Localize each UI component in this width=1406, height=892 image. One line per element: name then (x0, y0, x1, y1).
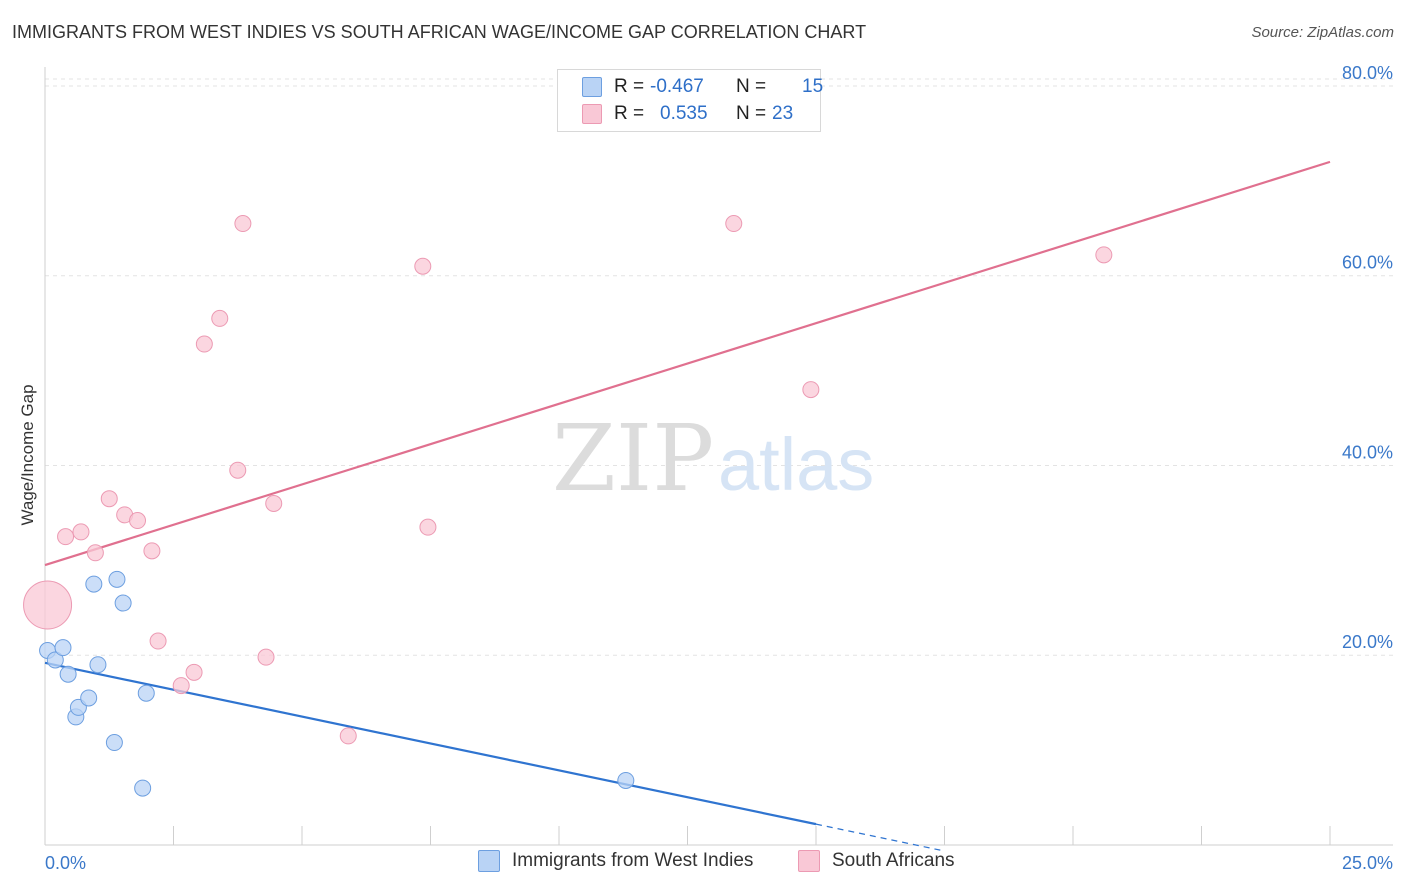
grid-layer (45, 78, 1393, 656)
label-layer: Wage/Income Gap 0.0% 25.0% (18, 384, 1393, 873)
south-africans-point (802, 381, 820, 399)
n-value: 23 (772, 103, 794, 124)
y-tick-label: 80.0% (1342, 63, 1393, 83)
n-label: N = (736, 76, 767, 97)
axis-layer: 20.0% 40.0% 60.0% 80.0% (44, 63, 1393, 846)
watermark-atlas: atlas (718, 423, 874, 506)
r-value: -0.467 (650, 76, 704, 97)
south-africans-point (1095, 246, 1113, 264)
south-africans-point (414, 257, 432, 275)
pink-swatch-icon (582, 104, 602, 124)
south-africans-point (86, 544, 104, 562)
south-africans-point (419, 518, 437, 536)
west-indies-point (85, 575, 103, 593)
x-tick-label-min: 0.0% (45, 853, 86, 873)
r-label: R = (614, 103, 645, 124)
south-africans-point (129, 512, 147, 530)
west-indies-point (59, 665, 77, 683)
y-tick-label: 60.0% (1342, 253, 1393, 273)
west-indies-point (617, 771, 635, 789)
south-africans-point (257, 648, 275, 666)
blue-swatch-icon (582, 77, 602, 97)
legend-item-west-indies: Immigrants from West Indies (478, 850, 753, 872)
r-value: 0.535 (660, 103, 708, 124)
west-indies-point (46, 651, 64, 669)
chart-title: IMMIGRANTS FROM WEST INDIES VS SOUTH AFR… (12, 22, 867, 42)
south-africans-point (211, 309, 229, 327)
south-africans-point (172, 677, 190, 695)
south-africans-point (143, 542, 161, 560)
south-africans-point (100, 490, 118, 508)
south-africans-trendline (44, 160, 1331, 567)
south-africans-point (149, 632, 167, 650)
y-axis-label: Wage/Income Gap (18, 384, 37, 525)
watermark-zip: ZIP (552, 405, 714, 512)
south-africans-point (185, 663, 203, 681)
west-indies-point (108, 570, 126, 588)
blue-swatch-icon (478, 850, 500, 872)
source-label: Source: ZipAtlas.com (1251, 24, 1394, 41)
watermark: ZIP atlas (552, 405, 874, 512)
west-indies-point (80, 689, 98, 707)
n-label: N = (736, 103, 767, 124)
y-tick-label: 20.0% (1342, 632, 1393, 652)
west-indies-trendline (44, 661, 817, 826)
y-tick-label: 40.0% (1342, 442, 1393, 462)
legend-label: South Africans (832, 850, 955, 871)
south-africans-point (234, 215, 252, 233)
west-indies-point (137, 684, 155, 702)
n-value: 15 (802, 76, 824, 97)
legend-item-south-africans: South Africans (798, 850, 955, 872)
legend-label: Immigrants from West Indies (512, 850, 754, 871)
south-africans-point (339, 727, 357, 745)
south-africans-point (725, 215, 743, 233)
west-indies-point (114, 594, 132, 612)
south-africans-point (23, 580, 73, 630)
x-tick-label-max: 25.0% (1342, 853, 1393, 873)
west-indies-point (105, 734, 123, 752)
points-layer (23, 215, 1113, 797)
pink-swatch-icon (798, 850, 820, 872)
west-indies-point (89, 656, 107, 674)
south-africans-point (72, 523, 90, 541)
west-indies-point (134, 779, 152, 797)
r-label: R = (614, 76, 645, 97)
stats-legend: R = -0.467 N = 15 R = 0.535 N = 23 (557, 69, 824, 132)
west-indies-point (54, 639, 72, 657)
west-indies-trendline-extension (815, 823, 945, 852)
south-africans-point (195, 335, 213, 353)
south-africans-point (265, 494, 283, 512)
south-africans-point (229, 461, 247, 479)
south-africans-point (57, 528, 75, 546)
trend-layer (44, 160, 1331, 852)
